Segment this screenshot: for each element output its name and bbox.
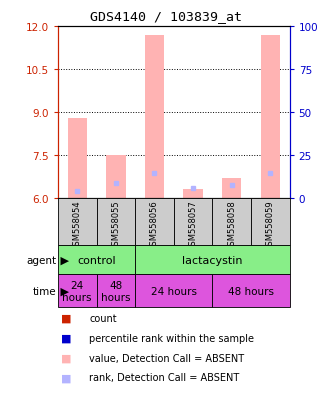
Text: rank, Detection Call = ABSENT: rank, Detection Call = ABSENT bbox=[89, 373, 240, 382]
FancyBboxPatch shape bbox=[135, 275, 213, 308]
Bar bbox=[222, 178, 241, 198]
FancyBboxPatch shape bbox=[135, 246, 290, 275]
Bar bbox=[145, 36, 164, 198]
Text: 48
hours: 48 hours bbox=[101, 280, 131, 302]
Text: ■: ■ bbox=[61, 373, 72, 382]
Text: GSM558058: GSM558058 bbox=[227, 200, 236, 251]
Text: GSM558054: GSM558054 bbox=[73, 200, 82, 251]
FancyBboxPatch shape bbox=[58, 275, 97, 308]
Text: GSM558056: GSM558056 bbox=[150, 200, 159, 251]
Text: 24
hours: 24 hours bbox=[63, 280, 92, 302]
FancyBboxPatch shape bbox=[213, 198, 251, 246]
FancyBboxPatch shape bbox=[58, 198, 97, 246]
FancyBboxPatch shape bbox=[251, 198, 290, 246]
Bar bbox=[183, 190, 203, 198]
Text: ■: ■ bbox=[61, 353, 72, 363]
Bar bbox=[260, 36, 280, 198]
Text: 48 hours: 48 hours bbox=[228, 286, 274, 296]
Text: GSM558059: GSM558059 bbox=[266, 200, 275, 251]
FancyBboxPatch shape bbox=[97, 275, 135, 308]
Text: GSM558055: GSM558055 bbox=[111, 200, 120, 251]
Text: agent: agent bbox=[26, 255, 56, 265]
Text: GSM558057: GSM558057 bbox=[189, 200, 198, 251]
Text: control: control bbox=[77, 255, 116, 265]
Text: ▶: ▶ bbox=[57, 255, 69, 265]
Text: GDS4140 / 103839_at: GDS4140 / 103839_at bbox=[89, 10, 242, 23]
Text: ■: ■ bbox=[61, 313, 72, 323]
FancyBboxPatch shape bbox=[58, 246, 135, 275]
FancyBboxPatch shape bbox=[213, 275, 290, 308]
Text: ▶: ▶ bbox=[57, 286, 69, 296]
Bar bbox=[106, 155, 125, 198]
Text: ■: ■ bbox=[61, 333, 72, 343]
FancyBboxPatch shape bbox=[135, 198, 174, 246]
Text: count: count bbox=[89, 313, 117, 323]
Text: lactacystin: lactacystin bbox=[182, 255, 243, 265]
Bar bbox=[68, 118, 87, 198]
FancyBboxPatch shape bbox=[174, 198, 213, 246]
Text: time: time bbox=[33, 286, 56, 296]
FancyBboxPatch shape bbox=[97, 198, 135, 246]
Text: 24 hours: 24 hours bbox=[151, 286, 197, 296]
Text: percentile rank within the sample: percentile rank within the sample bbox=[89, 333, 254, 343]
Text: value, Detection Call = ABSENT: value, Detection Call = ABSENT bbox=[89, 353, 245, 363]
